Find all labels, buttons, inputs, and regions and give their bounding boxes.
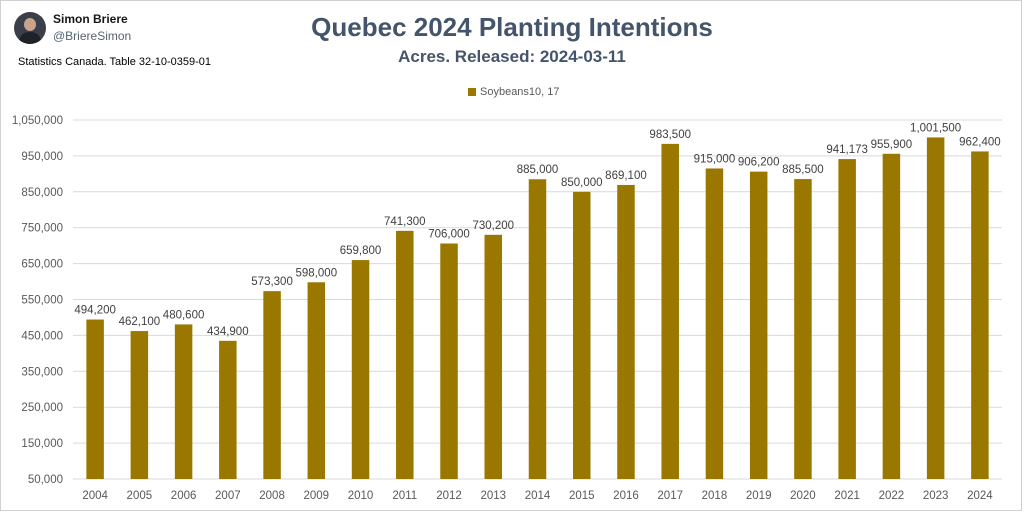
source-note: Statistics Canada. Table 32-10-0359-01	[18, 56, 212, 68]
x-tick-label: 2010	[348, 490, 374, 502]
avatar-body	[19, 32, 41, 44]
y-tick-label: 250,000	[21, 402, 63, 414]
data-label: 659,800	[340, 245, 382, 257]
bar	[263, 291, 281, 479]
data-label: 706,000	[428, 228, 470, 240]
bar	[661, 143, 679, 479]
bar	[794, 179, 812, 480]
bar	[705, 168, 724, 479]
y-tick-label: 950,000	[21, 151, 63, 163]
x-tick-label: 2004	[82, 490, 108, 502]
y-tick-label: 550,000	[21, 295, 63, 307]
avatar[interactable]	[14, 12, 46, 44]
x-tick-label: 2014	[525, 490, 551, 502]
x-tick-label: 2017	[657, 490, 683, 502]
bar	[440, 243, 458, 479]
data-label: 850,000	[561, 177, 603, 189]
data-label: 741,300	[384, 216, 426, 228]
bar	[86, 319, 104, 479]
x-tick-label: 2019	[746, 490, 772, 502]
x-tick-label: 2008	[259, 490, 285, 502]
bar	[307, 282, 326, 479]
x-tick-label: 2021	[834, 490, 860, 502]
data-label: 730,200	[472, 220, 514, 232]
bar	[219, 340, 237, 479]
y-tick-label: 350,000	[21, 366, 63, 378]
x-tick-label: 2022	[879, 490, 905, 502]
bar	[351, 260, 370, 479]
x-tick-label: 2012	[436, 490, 462, 502]
data-label: 462,100	[119, 316, 161, 328]
x-tick-label: 2024	[967, 490, 993, 502]
chart-title: Quebec 2024 Planting Intentions	[311, 12, 713, 42]
data-label: 962,400	[959, 136, 1001, 148]
data-label: 573,300	[251, 276, 293, 288]
y-tick-label: 750,000	[21, 223, 63, 235]
x-tick-label: 2009	[304, 490, 330, 502]
legend-swatch	[468, 88, 476, 96]
bar	[396, 230, 414, 479]
x-tick-label: 2006	[171, 490, 197, 502]
y-tick-label: 50,000	[28, 474, 63, 486]
y-tick-label: 650,000	[21, 259, 63, 271]
legend: Soybeans10, 17	[468, 86, 560, 98]
y-tick-label: 450,000	[21, 330, 63, 342]
x-tick-label: 2007	[215, 490, 241, 502]
x-tick-label: 2015	[569, 490, 595, 502]
data-label: 885,500	[782, 164, 824, 176]
y-tick-label: 850,000	[21, 187, 63, 199]
x-tick-label: 2016	[613, 490, 639, 502]
data-label: 494,200	[74, 305, 116, 317]
bar	[617, 184, 635, 479]
data-label: 434,900	[207, 326, 249, 338]
chart-subtitle: Acres. Released: 2024-03-11	[398, 47, 626, 66]
x-tick-label: 2011	[392, 490, 417, 502]
data-label: 598,000	[296, 267, 338, 279]
bar	[130, 331, 149, 479]
bar	[174, 324, 193, 479]
bar	[749, 171, 768, 479]
legend-label: Soybeans10, 17	[480, 86, 560, 98]
data-label: 885,000	[517, 164, 559, 176]
x-tick-label: 2013	[480, 490, 506, 502]
bar	[882, 153, 901, 479]
data-label: 955,900	[871, 139, 913, 151]
bar	[572, 191, 591, 480]
x-tick-label: 2023	[923, 490, 949, 502]
data-label: 1,001,500	[910, 122, 961, 134]
data-label: 941,173	[826, 144, 868, 156]
avatar-head	[24, 18, 36, 31]
x-tick-label: 2005	[127, 490, 153, 502]
user-handle[interactable]: @BriereSimon	[53, 29, 132, 43]
data-label: 983,500	[649, 129, 691, 141]
bar	[926, 137, 945, 479]
bar	[528, 179, 547, 480]
data-label: 869,100	[605, 170, 647, 182]
data-label: 915,000	[694, 153, 736, 165]
user-name[interactable]: Simon Briere	[53, 12, 128, 26]
y-tick-label: 150,000	[21, 438, 63, 450]
data-label: 906,200	[738, 157, 780, 169]
x-tick-label: 2018	[702, 490, 728, 502]
bar	[838, 159, 856, 479]
data-label: 480,600	[163, 309, 205, 321]
bar	[484, 234, 503, 479]
y-tick-label: 1,050,000	[12, 115, 63, 127]
bar	[971, 151, 989, 479]
x-tick-label: 2020	[790, 490, 816, 502]
